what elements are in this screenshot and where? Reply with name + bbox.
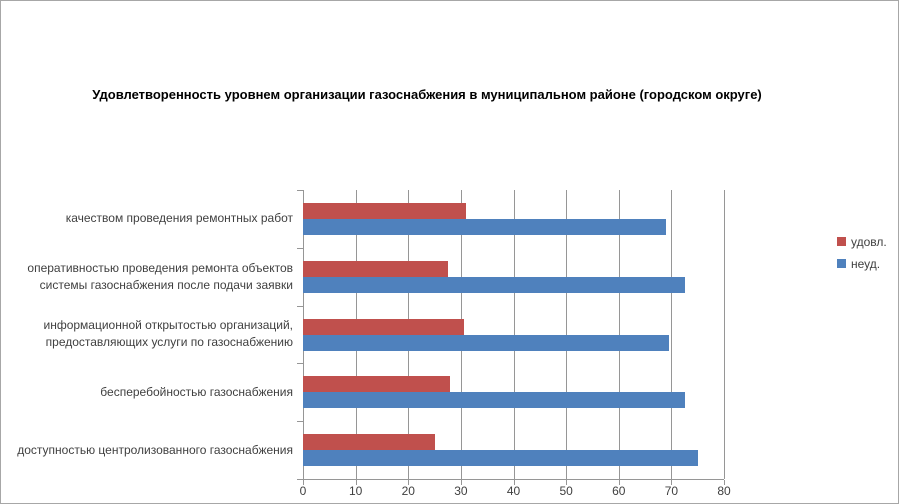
bar-satisfied (303, 203, 467, 219)
category-axis-tick (297, 190, 303, 191)
bar-unsatisfied (303, 392, 685, 408)
bar-unsatisfied (303, 219, 667, 235)
bar-satisfied (303, 261, 448, 277)
category-axis-tick (297, 479, 303, 480)
legend: удовл. неуд. (837, 235, 887, 279)
category-label: доступностью центролизованного газоснабж… (17, 442, 293, 457)
x-axis-tick (724, 480, 725, 485)
category-axis-tick (297, 421, 303, 423)
x-axis-labels: 0 10 20 30 40 50 60 70 80 (299, 484, 731, 499)
x-tick-label: 30 (454, 484, 468, 498)
x-tick-label: 80 (717, 484, 731, 498)
bar-satisfied (303, 319, 464, 335)
legend-entry-unsatisfied: неуд. (837, 256, 887, 271)
x-tick-label: 70 (664, 484, 679, 498)
x-axis-tick (355, 480, 357, 485)
x-tick-label: 0 (299, 484, 307, 498)
x-axis-tick (513, 480, 515, 485)
legend-entry-satisfied: удовл. (837, 234, 887, 249)
chart-title: Удовлетворенность уровнем организации га… (92, 87, 762, 102)
legend-label: неуд. (851, 256, 881, 271)
category-label: информационной открытостью организаций, … (43, 318, 293, 350)
x-tick-label: 10 (348, 484, 363, 498)
gridline (618, 190, 620, 479)
x-axis-tick (303, 480, 304, 485)
category-axis-labels: качеством проведения ремонтных работ опер… (1, 190, 298, 479)
category-label: оперативностью проведения ремонта объект… (27, 260, 293, 292)
plot-area (297, 190, 725, 485)
gridline (724, 190, 725, 479)
bar-unsatisfied (303, 450, 698, 466)
legend-swatch (837, 259, 846, 268)
x-tick-label: 50 (559, 484, 573, 498)
category-label: бесперебойностью газоснабжения (100, 384, 293, 399)
x-tick-label: 20 (401, 484, 415, 498)
legend-swatch (837, 237, 846, 246)
bar-satisfied (303, 434, 435, 450)
x-tick-label: 60 (612, 484, 626, 498)
bar-satisfied (303, 376, 451, 392)
x-axis-tick (566, 480, 568, 485)
x-axis-tick (408, 480, 410, 485)
x-tick-label: 40 (506, 484, 521, 498)
category-axis-tick (297, 247, 303, 249)
gridline (513, 190, 515, 479)
category-axis-tick (297, 363, 303, 365)
x-axis-tick (460, 480, 462, 485)
x-axis-tick (671, 480, 673, 485)
gridline (671, 190, 673, 479)
bar-unsatisfied (303, 277, 685, 293)
category-axis-tick (297, 305, 303, 307)
bar-unsatisfied (303, 335, 669, 351)
category-axis-baseline (303, 479, 724, 480)
legend-label: удовл. (851, 234, 887, 249)
category-label: качеством проведения ремонтных работ (65, 211, 293, 226)
gridline (566, 190, 568, 479)
x-axis-tick (618, 480, 620, 485)
